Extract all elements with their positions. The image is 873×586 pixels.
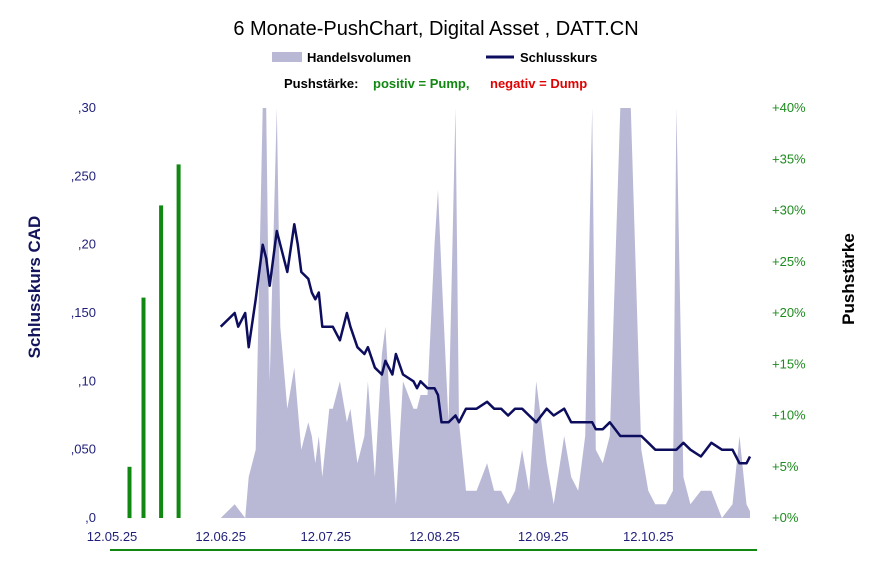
y-tick-right: +40%	[772, 100, 806, 115]
push-legend-positive: positiv = Pump,	[373, 76, 469, 91]
chart-title: 6 Monate-PushChart, Digital Asset , DATT…	[233, 18, 638, 40]
volume-area	[220, 108, 750, 518]
legend: Handelsvolumen Schlusskurs	[272, 50, 597, 65]
push-bars-layer	[127, 164, 181, 519]
x-tick: 12.05.25	[87, 529, 138, 544]
push-bar	[141, 297, 146, 518]
y-tick-right: +0%	[772, 510, 799, 525]
push-legend-negative: negativ = Dump	[490, 76, 587, 91]
legend-volume-label: Handelsvolumen	[307, 50, 411, 65]
x-tick: 12.08.25	[409, 529, 460, 544]
y-tick-left: ,10	[78, 373, 96, 388]
y-tick-left: ,250	[71, 168, 96, 183]
y-tick-left: ,30	[78, 100, 96, 115]
x-tick: 12.10.25	[623, 529, 674, 544]
push-bar	[127, 466, 132, 519]
y-axis-label-right: Pushstärke	[839, 233, 858, 325]
push-legend-label: Pushstärke:	[284, 76, 358, 91]
y-axis-label-left: Schlusskurs CAD	[25, 216, 44, 359]
push-legend: Pushstärke: positiv = Pump, negativ = Du…	[284, 76, 587, 91]
y-tick-left: ,050	[71, 442, 96, 457]
y-tick-right: +35%	[772, 151, 806, 166]
legend-close-label: Schlusskurs	[520, 50, 597, 65]
y-tick-right: +10%	[772, 408, 806, 423]
x-tick: 12.07.25	[300, 529, 351, 544]
close-line-layer	[219, 222, 752, 465]
close-line	[219, 222, 752, 465]
push-bar	[176, 164, 181, 518]
y-tick-right: +5%	[772, 459, 799, 474]
x-axis-ticks: 12.05.25 12.06.25 12.07.25 12.08.25 12.09.25…	[87, 529, 674, 544]
y-tick-left: ,150	[71, 305, 96, 320]
y-tick-right: +30%	[772, 203, 806, 218]
y-tick-right: +25%	[772, 254, 806, 269]
y-tick-right: +15%	[772, 356, 806, 371]
y-axis-right-ticks: +0% +5% +10% +15% +20% +25% +30% +35% +40%	[772, 100, 806, 525]
volume-area-layer	[220, 108, 750, 518]
y-tick-left: ,20	[78, 237, 96, 252]
legend-volume-swatch	[272, 52, 302, 62]
x-tick: 12.09.25	[518, 529, 569, 544]
push-bar	[159, 205, 164, 518]
x-tick: 12.06.25	[195, 529, 246, 544]
y-axis-left-ticks: ,0 ,050 ,10 ,150 ,20 ,250 ,30	[71, 100, 96, 525]
y-tick-right: +20%	[772, 305, 806, 320]
y-tick-left: ,0	[85, 510, 96, 525]
